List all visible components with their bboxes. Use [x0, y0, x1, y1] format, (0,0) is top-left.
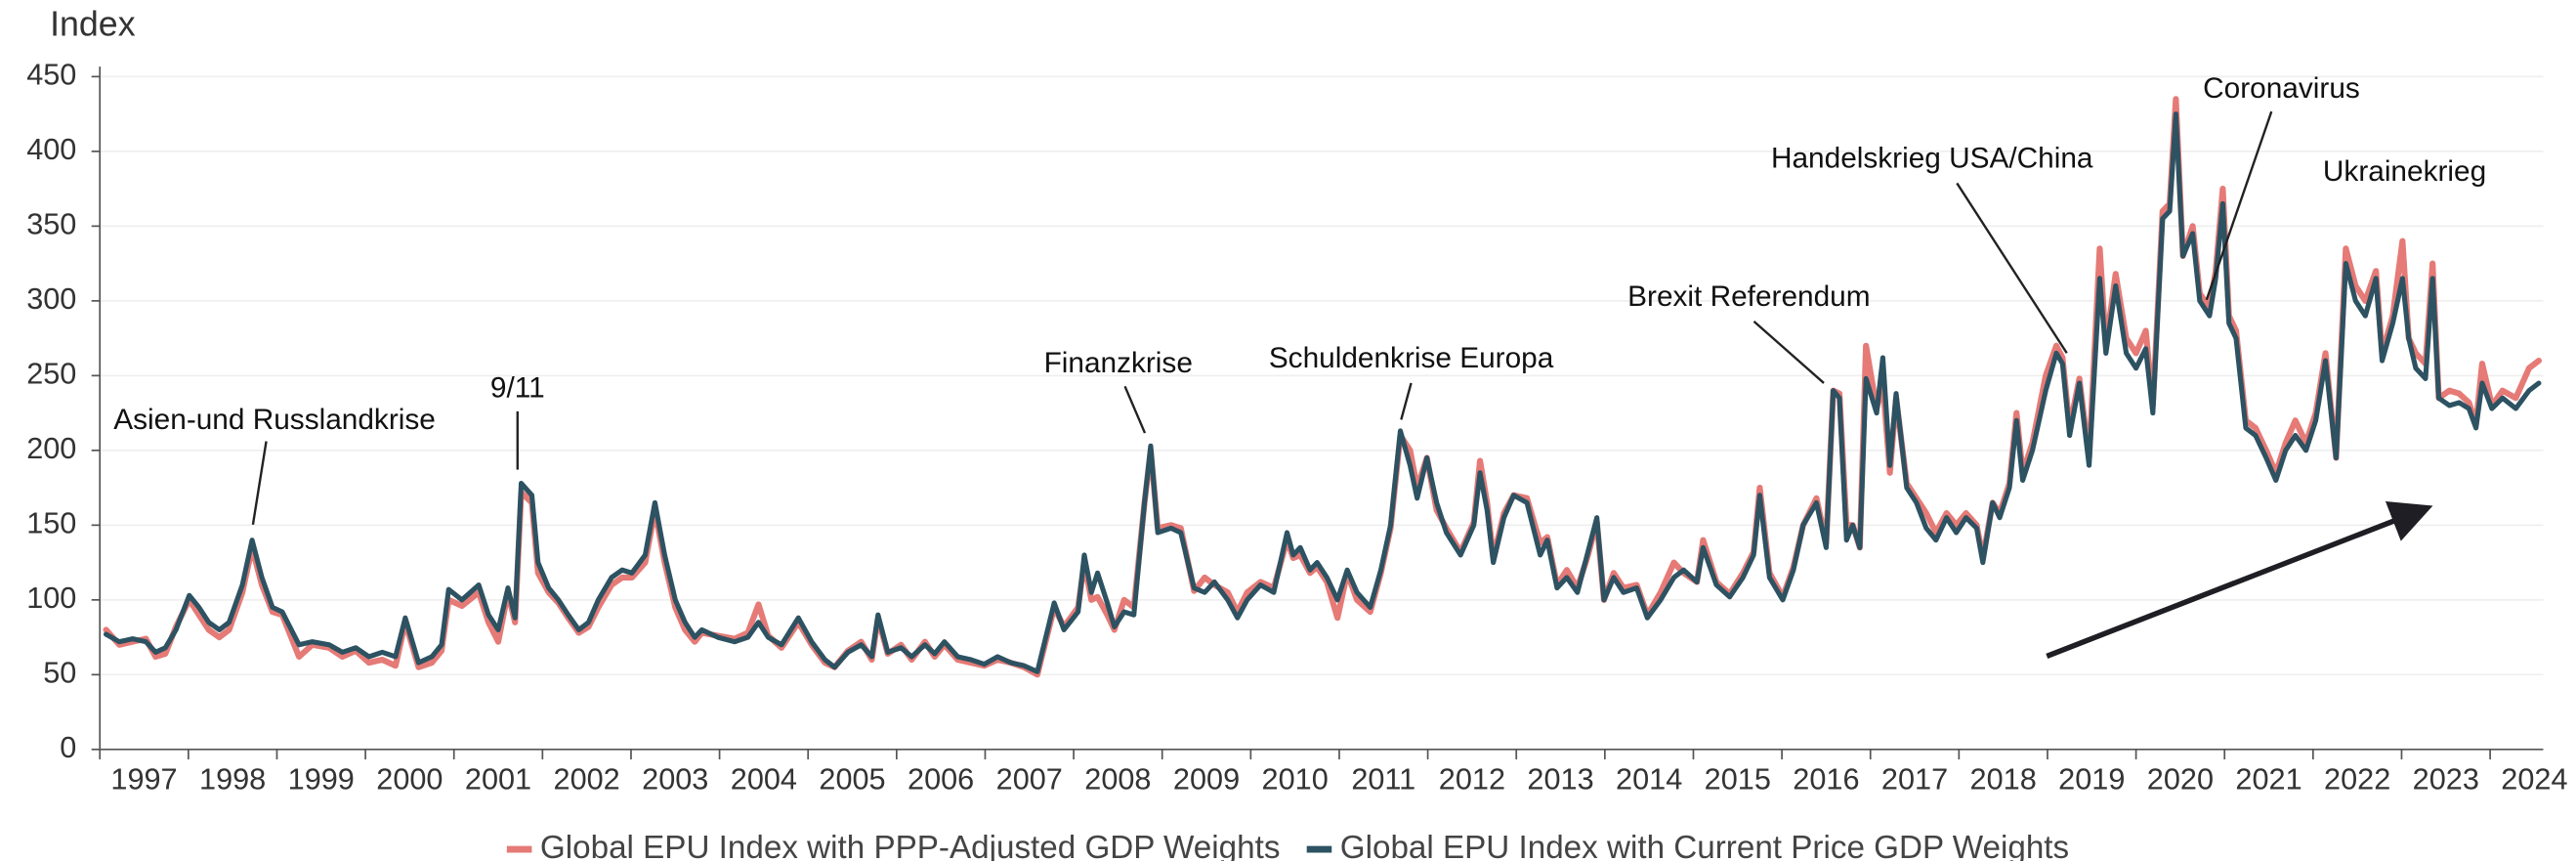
x-tick-label: 2012: [1439, 762, 1505, 796]
x-tick-label: 2003: [642, 762, 708, 796]
y-tick-label: 250: [26, 357, 76, 390]
x-tick-label: 2015: [1705, 762, 1771, 796]
annotation: Finanzkrise: [1044, 347, 1193, 379]
annotation: Brexit Referendum: [1627, 280, 1870, 313]
y-tick-label: 450: [26, 58, 76, 91]
x-tick-label: 2002: [554, 762, 620, 796]
x-tick-label: 2018: [1970, 762, 2037, 796]
y-tick-label: 400: [26, 133, 76, 166]
y-tick-label: 50: [43, 656, 76, 689]
x-tick-label: 2008: [1084, 762, 1151, 796]
x-tick-label: 2004: [731, 762, 797, 796]
annotation: Schuldenkrise Europa: [1269, 342, 1554, 374]
x-tick-label: 2009: [1173, 762, 1240, 796]
x-tick-label: 2024: [2501, 762, 2567, 796]
x-tick-label: 2000: [376, 762, 443, 796]
annotation: 9/11: [490, 372, 545, 405]
y-tick-label: 350: [26, 207, 76, 240]
legend: Global EPU Index with PPP-Adjusted GDP W…: [506, 830, 2069, 861]
annotation: Asien-und Russlandkrise: [113, 404, 436, 436]
x-tick-label: 2011: [1351, 762, 1415, 796]
annotation-leader: [1753, 320, 1825, 384]
y-tick-label: 200: [26, 432, 76, 465]
annotation-leader: [1956, 182, 2068, 354]
x-tick-label: 2005: [819, 762, 885, 796]
x-tick-label: 2006: [908, 762, 974, 796]
x-tick-label: 2013: [1527, 762, 1593, 796]
x-tick-label: 1998: [199, 762, 266, 796]
y-tick-label: 0: [60, 731, 76, 764]
x-tick-label: 2016: [1793, 762, 1859, 796]
x-tick-label: 1999: [288, 762, 355, 796]
x-tick-label: 1997: [110, 762, 177, 796]
annotation-leader: [1123, 385, 1147, 434]
annotation: Handelskrieg USA/China: [1771, 142, 2093, 174]
plot-lines: [103, 96, 2543, 678]
legend-label: Global EPU Index with PPP-Adjusted GDP W…: [540, 830, 1280, 861]
series-line: [103, 111, 2542, 674]
x-tick-label: 2022: [2324, 762, 2390, 796]
y-tick-label: 300: [26, 282, 76, 316]
annotation: Ukrainekrieg: [2323, 155, 2486, 188]
x-tick-label: 2021: [2235, 762, 2302, 796]
x-tick-label: 2017: [1881, 762, 1948, 796]
trend-arrow: [2046, 500, 2433, 659]
annotation-leader: [1400, 382, 1413, 420]
annotation: Coronavirus: [2203, 72, 2360, 105]
x-tick-label: 2001: [465, 762, 531, 796]
y-tick-label: 150: [26, 506, 76, 539]
x-tick-label: 2014: [1616, 762, 1682, 796]
x-tick-label: 2020: [2147, 762, 2214, 796]
annotations: Asien-und Russlandkrise 9/11 Finanzkrise Sc…: [113, 72, 2486, 525]
annotation-leader: [2205, 110, 2273, 301]
x-tick-label: 2019: [2058, 762, 2125, 796]
axes: 0 50 100 150 200 250 300 350 400 450 1997 1998 1999 2…: [26, 58, 2567, 796]
x-tick-label: 2010: [1262, 762, 1329, 796]
legend-label: Global EPU Index with Current Price GDP …: [1340, 830, 2069, 861]
x-tick-label: 2023: [2413, 762, 2479, 796]
annotation-leader: [251, 441, 268, 525]
series-line: [103, 96, 2543, 678]
y-tick-label: 100: [26, 581, 76, 615]
y-axis-label: Index: [50, 5, 136, 44]
x-tick-label: 2007: [996, 762, 1063, 796]
